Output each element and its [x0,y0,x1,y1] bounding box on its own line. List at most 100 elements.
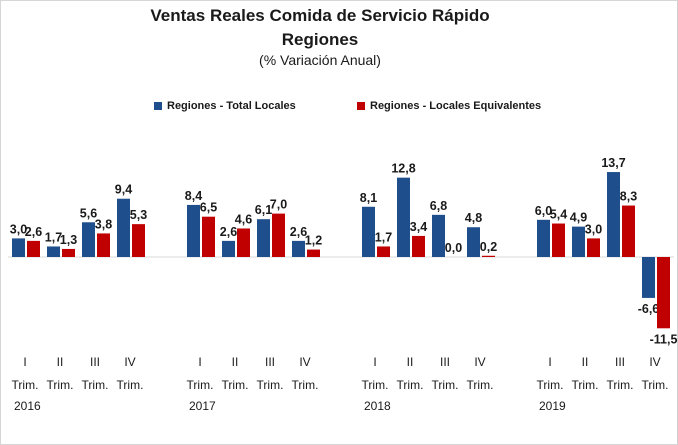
x-tick-quarter: I [198,355,201,369]
data-label: 13,7 [601,156,625,170]
bar-locales-equivalentes-2019-q2 [587,238,600,257]
chart-title: Ventas Reales Comida de Servicio Rápido [150,6,490,25]
x-tick-trim: Trim. [12,378,39,392]
x-tick-quarter: II [407,355,414,369]
x-tick-quarter: I [23,355,26,369]
data-label: 6,1 [255,203,272,217]
legend-item-locales-equivalentes: Regiones - Locales Equivalentes [357,100,541,112]
bar-total-locales-2019-q2 [572,226,585,257]
data-label: 3,8 [95,217,112,231]
bar-total-locales-2019-q4 [642,257,655,298]
x-tick-trim: Trim. [222,378,249,392]
data-label: 6,5 [200,201,217,215]
bar-total-locales-2016-q2 [47,246,60,257]
data-label: 5,3 [130,208,147,222]
bar-locales-equivalentes-2018-q1 [377,246,390,257]
bar-locales-equivalentes-2017-q4 [307,249,320,257]
data-label: 2,6 [25,225,42,239]
data-label: 3,0 [10,222,27,236]
data-label: 0,0 [445,241,462,255]
bar-locales-equivalentes-2016-q4 [132,224,145,257]
data-label: 5,4 [550,208,567,222]
data-label: 4,8 [465,211,482,225]
bar-total-locales-2017-q3 [257,219,270,257]
legend-item-total-locales: Regiones - Total Locales [154,100,296,112]
x-tick-trim: Trim. [187,378,214,392]
x-tick-year: 2019 [539,399,566,413]
bar-locales-equivalentes-2017-q3 [272,213,285,257]
data-label: 2,6 [290,225,307,239]
bar-total-locales-2018-q2 [397,177,410,257]
x-tick-trim: Trim. [82,378,109,392]
x-tick-trim: Trim. [292,378,319,392]
data-label: -11,5 [650,332,678,346]
bar-total-locales-2017-q2 [222,240,235,257]
data-label: -6,6 [638,302,660,316]
x-tick-quarter: I [548,355,551,369]
data-label: 3,4 [410,220,427,234]
bar-locales-equivalentes-2016-q1 [27,240,40,257]
data-label: 4,9 [570,211,587,225]
data-label: 0,2 [480,240,497,254]
data-label: 1,7 [45,230,62,244]
bar-total-locales-2017-q4 [292,240,305,257]
bar-total-locales-2016-q3 [82,222,95,257]
x-tick-year: 2016 [14,399,41,413]
x-tick-year: 2017 [189,399,216,413]
bar-total-locales-2019-q1 [537,219,550,257]
x-tick-trim: Trim. [537,378,564,392]
data-label: 9,4 [115,183,132,197]
x-tick-quarter: I [373,355,376,369]
bar-total-locales-2016-q1 [12,238,25,257]
x-tick-quarter: III [265,355,275,369]
chart-subtitle: Regiones [281,30,359,49]
x-tick-year: 2018 [364,399,391,413]
x-tick-quarter: II [57,355,64,369]
bar-locales-equivalentes-2017-q2 [237,228,250,257]
data-label: 2,6 [220,225,237,239]
x-tick-trim: Trim. [432,378,459,392]
data-label: 8,3 [620,190,637,204]
x-tick-trim: Trim. [642,378,669,392]
x-tick-quarter: IV [124,355,135,369]
x-tick-trim: Trim. [117,378,144,392]
x-tick-quarter: III [440,355,450,369]
data-label: 3,0 [585,222,602,236]
data-label: 1,7 [375,230,392,244]
bar-total-locales-2018-q4 [467,227,480,257]
x-tick-quarter: III [615,355,625,369]
x-tick-quarter: IV [649,355,660,369]
bar-total-locales-2018-q1 [362,206,375,257]
bar-total-locales-2018-q3 [432,214,445,257]
data-label: 1,2 [305,234,322,248]
bar-locales-equivalentes-2017-q1 [202,216,215,257]
legend-label-locales-equivalentes: Regiones - Locales Equivalentes [370,100,542,112]
chart-unit-note: (% Variación Anual) [259,52,381,68]
x-tick-quarter: III [90,355,100,369]
x-tick-trim: Trim. [607,378,634,392]
data-label: 4,6 [235,212,252,226]
x-tick-quarter: IV [299,355,310,369]
legend-label-total-locales: Regiones - Total Locales [167,100,296,112]
bar-locales-equivalentes-2016-q3 [97,233,110,257]
legend-swatch-locales-equivalentes [357,102,365,110]
bar-locales-equivalentes-2016-q2 [62,248,75,257]
data-label: 8,4 [185,189,202,203]
bar-total-locales-2016-q4 [117,198,130,257]
data-label: 8,1 [360,191,377,205]
x-tick-trim: Trim. [397,378,424,392]
bar-locales-equivalentes-2018-q2 [412,235,425,257]
data-label: 5,6 [80,206,97,220]
data-label: 6,8 [430,199,447,213]
bar-locales-equivalentes-2019-q4 [657,257,670,329]
bar-total-locales-2017-q1 [187,204,200,257]
x-tick-trim: Trim. [257,378,284,392]
x-tick-trim: Trim. [572,378,599,392]
data-label: 7,0 [270,198,287,212]
x-tick-quarter: II [582,355,589,369]
bar-locales-equivalentes-2019-q1 [552,223,565,257]
x-tick-quarter: IV [474,355,485,369]
x-tick-trim: Trim. [47,378,74,392]
data-label: 1,3 [60,233,77,247]
